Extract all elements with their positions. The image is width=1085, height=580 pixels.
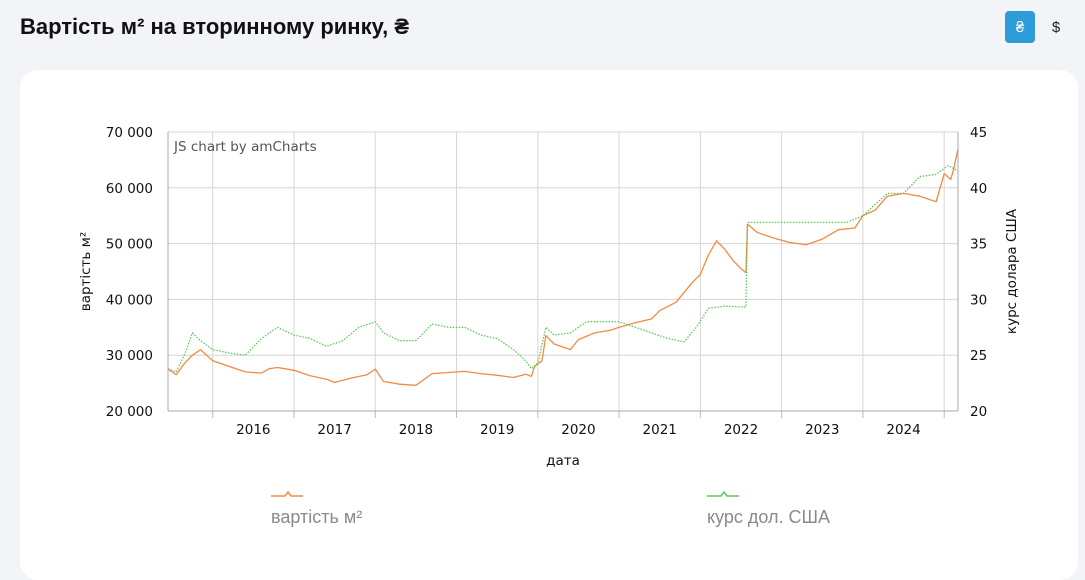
x-tick-label: 2018	[399, 422, 433, 438]
y-right-tick-label: 30	[970, 292, 987, 308]
legend-marker-icon	[271, 490, 303, 497]
page-title: Вартість м² на вторинному ринку, ₴	[20, 14, 410, 39]
legend: вартість м² курс дол. США	[271, 490, 830, 527]
y-left-tick-label: 70 000	[106, 125, 153, 141]
x-tick-label: 2017	[317, 422, 351, 438]
legend-item[interactable]: вартість м²	[271, 490, 362, 527]
y-left-tick-label: 60 000	[106, 181, 153, 197]
series-layer	[167, 148, 959, 386]
y-right-tick-label: 45	[970, 125, 987, 141]
y-left-tick-label: 40 000	[106, 292, 153, 308]
y-right-tick-label: 40	[970, 181, 987, 197]
y-right-tick-label: 20	[970, 404, 987, 420]
y-left-tick-label: 50 000	[106, 237, 153, 253]
x-axis-title: дата	[546, 453, 580, 469]
x-tick-label: 2023	[805, 422, 839, 438]
y-right-tick-label: 25	[970, 348, 987, 364]
x-tick-label: 2022	[724, 422, 758, 438]
currency-usd-button[interactable]: $	[1041, 11, 1071, 43]
y-right-axis-title: курс долара США	[1004, 208, 1020, 334]
y-left-axis-title: вартість м²	[78, 232, 94, 312]
currency-switch: ₴ $	[1005, 11, 1071, 43]
legend-item[interactable]: курс дол. США	[707, 490, 830, 527]
currency-uah-button[interactable]: ₴	[1005, 11, 1035, 43]
y-left-tick-label: 20 000	[106, 404, 153, 420]
x-tick-label: 2019	[480, 422, 514, 438]
x-tick-label: 2024	[886, 422, 920, 438]
price-series-line	[167, 148, 959, 386]
y-left-tick-label: 30 000	[106, 348, 153, 364]
price-chart: 70 000 45 60 000 40 50 000 35 40 000 30 30 000 25…	[78, 125, 1020, 527]
chart-credit[interactable]: JS chart by amCharts	[173, 139, 317, 155]
chart-card: 70 000 45 60 000 40 50 000 35 40 000 30 30 000 25…	[20, 70, 1078, 580]
legend-label: курс дол. США	[707, 507, 830, 527]
x-tick-label: 2021	[643, 422, 677, 438]
usd-rate-series-line	[167, 164, 959, 373]
x-tick-label: 2020	[561, 422, 595, 438]
x-tick-label: 2016	[236, 422, 270, 438]
y-right-tick-label: 35	[970, 237, 987, 253]
legend-label: вартість м²	[271, 507, 362, 527]
axes: 70 000 45 60 000 40 50 000 35 40 000 30 30 000 25…	[106, 125, 987, 438]
legend-marker-icon	[707, 490, 739, 497]
